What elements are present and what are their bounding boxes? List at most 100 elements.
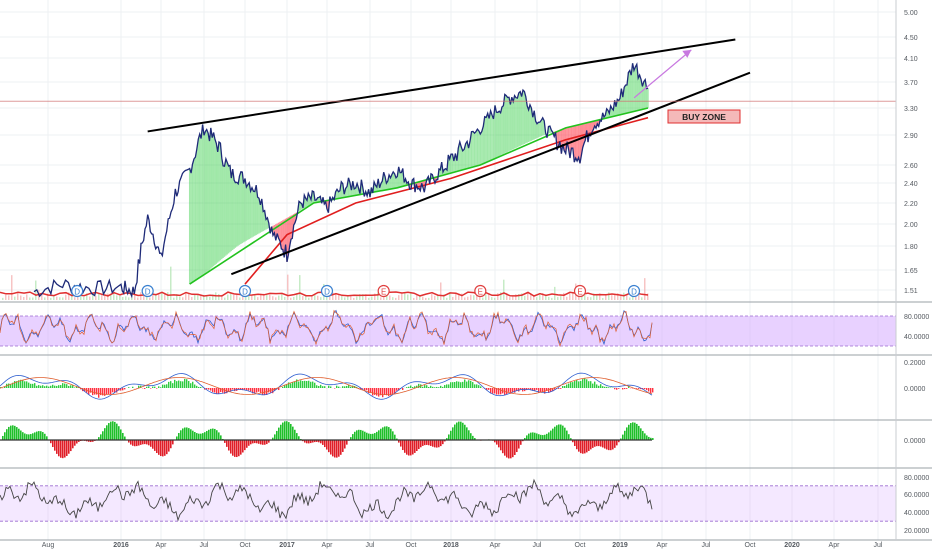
x-tick-label-17: 2020 (784, 542, 800, 549)
macd-histogram-bar (536, 388, 538, 390)
event-marker-circle (377, 284, 390, 298)
momentum-bar (650, 437, 652, 440)
momentum-bar (128, 440, 130, 443)
volume-bar (530, 293, 532, 300)
momentum-bar (582, 440, 584, 454)
momentum-bar (610, 440, 612, 451)
macd-histogram-bar (488, 388, 490, 390)
momentum-bar (584, 440, 586, 454)
momentum-bar (274, 434, 276, 440)
volume-bar (107, 293, 109, 300)
macd-histogram-bar (48, 386, 50, 388)
momentum-bar (326, 440, 328, 450)
macd-histogram-bar (470, 380, 472, 388)
momentum-bar (60, 440, 62, 458)
volume-bar (635, 293, 637, 300)
momentum-bar (454, 424, 456, 440)
volume-bar (92, 292, 94, 300)
volume-bar (503, 279, 505, 300)
macd-histogram-bar (68, 385, 70, 388)
macd-histogram-bar (596, 384, 598, 388)
momentum-bar (566, 430, 568, 440)
momentum-bar (406, 440, 408, 455)
momentum-bar (394, 434, 396, 440)
volume-bar (302, 296, 304, 300)
volume-bar (467, 296, 469, 300)
volume-bar (8, 295, 10, 300)
volume-bar (146, 294, 148, 300)
momentum-bar (66, 440, 68, 456)
momentum-bar (30, 434, 32, 440)
volume-bar (629, 297, 631, 300)
macd-histogram-bar (18, 380, 20, 388)
macd-histogram-bar (98, 388, 100, 398)
volume-bar (527, 292, 529, 300)
volume-bar (560, 296, 562, 300)
momentum-bar (40, 431, 42, 440)
macd-histogram-bar (558, 388, 560, 389)
volume-bar (443, 294, 445, 300)
momentum-bar (324, 440, 326, 448)
momentum-bar (350, 437, 352, 440)
volume-bar (587, 296, 589, 300)
macd-histogram-bar (356, 386, 358, 388)
macd-histogram-bar (636, 388, 638, 389)
event-marker-letter: D (145, 288, 151, 297)
volume-bar (83, 296, 85, 300)
projection-arrow-line (633, 49, 692, 99)
momentum-bar (268, 440, 270, 443)
volume-bar (581, 293, 583, 300)
x-tick-label-15: Jul (702, 542, 711, 549)
event-marker-circle (573, 284, 587, 298)
volume-bar (269, 294, 271, 300)
macd-histogram-bar (410, 385, 412, 388)
macd-histogram-bar (350, 386, 352, 388)
macd-histogram-bar (264, 388, 266, 396)
momentum-bar (46, 436, 48, 440)
price-tick-label-3: 3.70 (904, 80, 918, 87)
momentum-bar (186, 427, 188, 440)
momentum-bar (118, 426, 120, 440)
macd-histogram-bar (244, 388, 246, 390)
macd-histogram-bar (94, 388, 96, 395)
momentum-bar (194, 432, 196, 440)
momentum-bar (228, 440, 230, 451)
macd-histogram-bar (562, 385, 564, 388)
macd-histogram-bar (278, 388, 280, 391)
macd-histogram-bar (34, 383, 36, 388)
volume-bar (74, 297, 76, 300)
macd-histogram-bar (642, 388, 644, 390)
pane-stoch: 80.0000 40.0000 (0, 309, 929, 347)
volume-bar (203, 294, 205, 300)
price-tick-label-6: 2.60 (904, 163, 918, 170)
momentum-bar (206, 430, 208, 440)
momentum-bar (234, 440, 236, 457)
macd-histogram-bar (402, 388, 404, 391)
volume-bar (578, 296, 580, 300)
momentum-bar (214, 428, 216, 440)
macd-histogram-bar (430, 385, 432, 388)
momentum-bar (168, 440, 170, 452)
macd-histogram-bar (14, 381, 16, 388)
event-marker-e-5: E (474, 284, 487, 298)
momentum-bar (502, 440, 504, 454)
momentum-bar (408, 440, 410, 456)
momentum-bar (378, 430, 380, 440)
volume-bar (476, 295, 478, 300)
macd-histogram-bar (628, 386, 630, 388)
momentum-bar (594, 440, 596, 447)
price-tick-label-0: 5.00 (904, 10, 918, 17)
macd-histogram-bar (308, 380, 310, 388)
momentum-bar (158, 440, 160, 455)
momentum-bar (538, 434, 540, 440)
momentum-bar (420, 440, 422, 448)
volume-bar (428, 297, 430, 300)
volume-bar (239, 297, 241, 300)
momentum-bar (58, 440, 60, 457)
momentum-bar (156, 440, 158, 454)
momentum-bar (554, 426, 556, 440)
volume-bar (86, 293, 88, 300)
momentum-bar (176, 436, 178, 440)
volume-bar (284, 296, 286, 300)
